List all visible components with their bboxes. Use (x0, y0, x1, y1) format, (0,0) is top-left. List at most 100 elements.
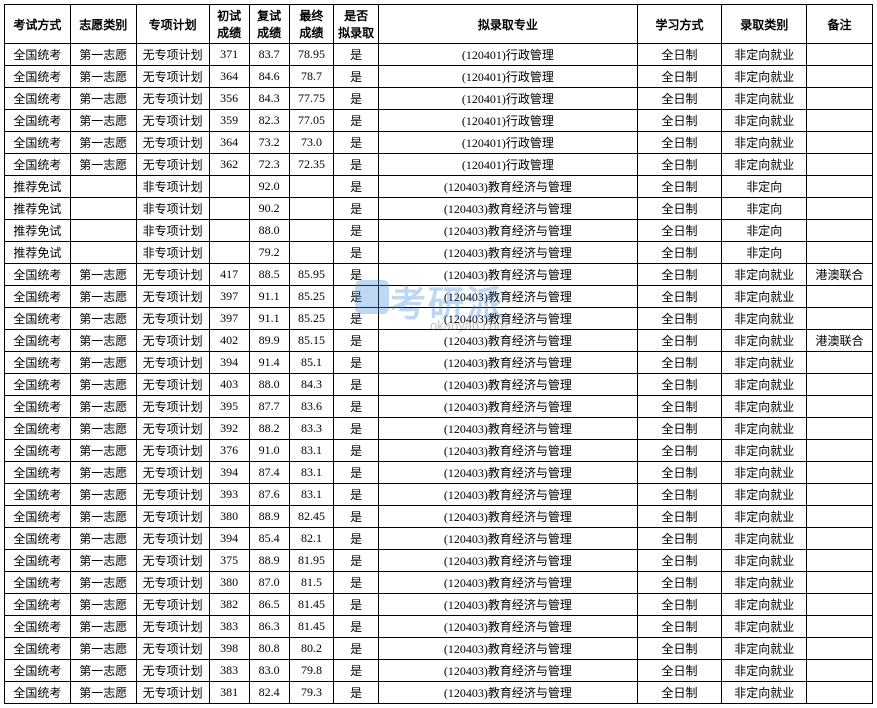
table-cell: 81.45 (289, 616, 334, 638)
table-cell: 全国统考 (5, 638, 71, 660)
table-cell: 356 (209, 88, 249, 110)
table-cell: 第一志愿 (70, 286, 136, 308)
table-cell: 全日制 (637, 264, 722, 286)
table-cell (807, 352, 873, 374)
table-cell (807, 550, 873, 572)
table-row: 全国统考第一志愿无专项计划38182.479.3是(120403)教育经济与管理… (5, 682, 873, 704)
table-row: 全国统考第一志愿无专项计划38088.982.45是(120403)教育经济与管… (5, 506, 873, 528)
table-cell: 417 (209, 264, 249, 286)
table-cell: 85.4 (249, 528, 289, 550)
table-cell: 全日制 (637, 352, 722, 374)
table-cell: 86.3 (249, 616, 289, 638)
table-cell: 第一志愿 (70, 506, 136, 528)
table-cell: 84.3 (249, 88, 289, 110)
table-cell: 非定向就业 (722, 44, 807, 66)
table-cell: 87.0 (249, 572, 289, 594)
column-header: 考试方式 (5, 5, 71, 44)
table-cell: 第一志愿 (70, 594, 136, 616)
table-cell: 全国统考 (5, 330, 71, 352)
table-cell: 376 (209, 440, 249, 462)
table-cell (807, 682, 873, 704)
column-header: 初试成绩 (209, 5, 249, 44)
table-cell: 无专项计划 (136, 88, 209, 110)
table-cell: 398 (209, 638, 249, 660)
table-cell: (120403)教育经济与管理 (378, 308, 637, 330)
table-cell: 无专项计划 (136, 352, 209, 374)
table-cell: 86.5 (249, 594, 289, 616)
column-header: 录取类别 (722, 5, 807, 44)
table-cell: 全日制 (637, 44, 722, 66)
table-cell: 无专项计划 (136, 308, 209, 330)
column-header: 拟录取专业 (378, 5, 637, 44)
table-cell: 全国统考 (5, 616, 71, 638)
table-header-row: 考试方式志愿类别专项计划初试成绩复试成绩最终成绩是否拟录取拟录取专业学习方式录取… (5, 5, 873, 44)
table-cell: 非定向就业 (722, 682, 807, 704)
table-cell: 非定向就业 (722, 572, 807, 594)
table-cell: 无专项计划 (136, 286, 209, 308)
table-cell: 83.6 (289, 396, 334, 418)
table-cell: 非定向就业 (722, 594, 807, 616)
table-cell: 非定向就业 (722, 330, 807, 352)
table-cell (209, 242, 249, 264)
table-cell: 非定向就业 (722, 308, 807, 330)
table-cell: (120403)教育经济与管理 (378, 286, 637, 308)
table-cell: 是 (334, 110, 379, 132)
table-cell: 88.0 (249, 374, 289, 396)
table-cell: 非定向就业 (722, 418, 807, 440)
table-cell: 364 (209, 132, 249, 154)
table-cell: 80.8 (249, 638, 289, 660)
table-cell: 383 (209, 616, 249, 638)
table-cell (807, 110, 873, 132)
table-cell: 第一志愿 (70, 638, 136, 660)
table-cell: 非定向就业 (722, 396, 807, 418)
table-cell: (120401)行政管理 (378, 88, 637, 110)
table-cell (807, 484, 873, 506)
table-cell: 无专项计划 (136, 44, 209, 66)
table-cell: (120401)行政管理 (378, 132, 637, 154)
table-cell: 是 (334, 462, 379, 484)
table-cell: 无专项计划 (136, 594, 209, 616)
table-cell: (120403)教育经济与管理 (378, 484, 637, 506)
table-cell: 84.3 (289, 374, 334, 396)
table-cell: 全日制 (637, 308, 722, 330)
table-cell: 第一志愿 (70, 484, 136, 506)
table-cell: 全日制 (637, 462, 722, 484)
table-cell: 77.75 (289, 88, 334, 110)
table-cell: 第一志愿 (70, 352, 136, 374)
table-cell: 全日制 (637, 176, 722, 198)
table-cell: 全国统考 (5, 660, 71, 682)
table-cell: 非专项计划 (136, 198, 209, 220)
table-cell: (120403)教育经济与管理 (378, 572, 637, 594)
table-cell (807, 66, 873, 88)
table-cell: 是 (334, 264, 379, 286)
table-cell: 非定向就业 (722, 154, 807, 176)
table-cell: (120403)教育经济与管理 (378, 374, 637, 396)
table-cell: (120403)教育经济与管理 (378, 616, 637, 638)
column-header: 备注 (807, 5, 873, 44)
table-cell (209, 198, 249, 220)
table-cell: 第一志愿 (70, 110, 136, 132)
table-cell: (120403)教育经济与管理 (378, 176, 637, 198)
column-header: 志愿类别 (70, 5, 136, 44)
table-cell: 是 (334, 506, 379, 528)
table-cell (807, 132, 873, 154)
table-cell: 是 (334, 132, 379, 154)
table-cell: 是 (334, 572, 379, 594)
table-cell: 82.4 (249, 682, 289, 704)
table-cell: (120403)教育经济与管理 (378, 440, 637, 462)
table-cell: 是 (334, 286, 379, 308)
table-cell: 81.45 (289, 594, 334, 616)
table-cell: 全日制 (637, 242, 722, 264)
column-header: 专项计划 (136, 5, 209, 44)
table-cell: 85.25 (289, 308, 334, 330)
table-cell: 第一志愿 (70, 660, 136, 682)
table-row: 全国统考第一志愿无专项计划39491.485.1是(120403)教育经济与管理… (5, 352, 873, 374)
table-cell: 364 (209, 66, 249, 88)
table-cell: 非定向就业 (722, 374, 807, 396)
table-row: 全国统考第一志愿无专项计划39880.880.2是(120403)教育经济与管理… (5, 638, 873, 660)
table-cell (70, 242, 136, 264)
column-header: 最终成绩 (289, 5, 334, 44)
table-cell: 359 (209, 110, 249, 132)
table-cell: 397 (209, 308, 249, 330)
table-cell: (120403)教育经济与管理 (378, 396, 637, 418)
